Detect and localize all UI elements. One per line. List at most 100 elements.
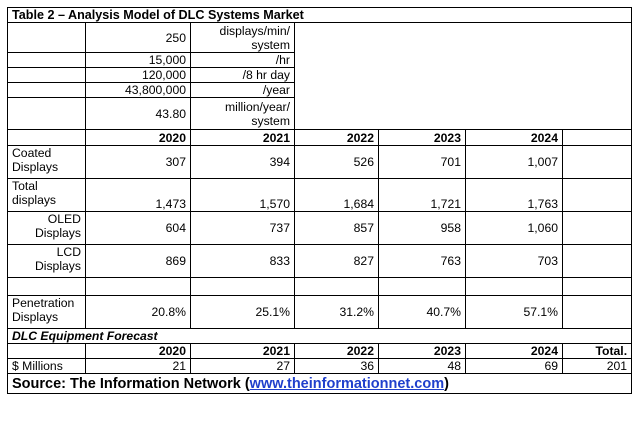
row-label: OLED Displays — [7, 211, 86, 245]
forecast-year: 2023 — [378, 343, 466, 359]
empty-cell — [561, 244, 633, 278]
model-unit: /hr — [190, 52, 295, 68]
empty-cell — [190, 277, 295, 296]
model-value: 43.80 — [85, 97, 191, 130]
analysis-table-sheet: Table 2 – Analysis Model of DLC Systems … — [6, 7, 633, 425]
row-value: 857 — [294, 211, 379, 245]
year-header: 2020 — [85, 129, 191, 146]
source-suffix: ) — [444, 375, 449, 392]
forecast-heading: DLC Equipment Forecast — [6, 328, 633, 344]
model-unit: million/year/ system — [190, 97, 295, 130]
row-value: 604 — [85, 211, 191, 245]
empty-cell — [465, 277, 563, 296]
year-header: 2022 — [294, 129, 379, 146]
row-value: 307 — [85, 145, 191, 179]
table-title-row: Table 2 – Analysis Model of DLC Systems … — [6, 7, 633, 23]
empty-cell — [561, 178, 633, 212]
table-title: Table 2 – Analysis Model of DLC Systems … — [6, 7, 633, 23]
model-value: 15,000 — [85, 52, 191, 68]
year-header: 2021 — [190, 129, 295, 146]
row-label: Total displays — [7, 178, 86, 212]
model-unit: displays/min/ system — [190, 22, 295, 53]
model-unit: /year — [190, 82, 295, 98]
spacer-row — [7, 277, 633, 296]
empty-cell — [561, 145, 633, 179]
empty-cell — [7, 277, 86, 296]
row-value: 1,007 — [465, 145, 563, 179]
row-value: 25.1% — [190, 295, 295, 329]
forecast-value: 36 — [294, 358, 379, 374]
year-header-row: 2020 2021 2022 2023 2024 — [7, 129, 633, 146]
forecast-value: 21 — [85, 358, 191, 374]
forecast-heading-row: DLC Equipment Forecast — [6, 328, 633, 344]
row-value: 827 — [294, 244, 379, 278]
row-value: 57.1% — [465, 295, 563, 329]
empty-cell — [7, 82, 86, 98]
forecast-row: $ Millions 21 27 36 48 69 201 — [7, 358, 633, 374]
row-value: 1,570 — [190, 178, 295, 212]
source-prefix: Source: The Information Network ( — [12, 375, 250, 392]
empty-cell — [7, 97, 86, 130]
empty-cell — [7, 22, 86, 53]
row-value: 31.2% — [294, 295, 379, 329]
model-unit: /8 hr day — [190, 67, 295, 83]
empty-cell — [294, 277, 379, 296]
row-value: 1,763 — [465, 178, 563, 212]
empty-cell — [7, 129, 86, 146]
forecast-total: 201 — [561, 358, 633, 374]
source-link[interactable]: www.theinformationnet.com — [249, 375, 445, 392]
row-value: 20.8% — [85, 295, 191, 329]
row-value: 394 — [190, 145, 295, 179]
empty-cell — [7, 52, 86, 68]
table-row: Coated Displays 307 394 526 701 1,007 — [7, 145, 633, 179]
row-label: Penetration Displays — [7, 295, 86, 329]
row-value: 1,060 — [465, 211, 563, 245]
year-header: 2023 — [378, 129, 466, 146]
row-value: 1,684 — [294, 178, 379, 212]
forecast-value: 27 — [190, 358, 295, 374]
empty-cell — [561, 295, 633, 329]
model-row: 120,000 /8 hr day — [7, 67, 632, 83]
empty-cell — [378, 277, 466, 296]
forecast-year-row: 2020 2021 2022 2023 2024 Total. — [7, 343, 633, 359]
forecast-total-label: Total. — [561, 343, 633, 359]
model-value: 43,800,000 — [85, 82, 191, 98]
source-row: Source: The Information Network (www.the… — [6, 373, 633, 394]
empty-cell — [561, 129, 633, 146]
forecast-year: 2020 — [85, 343, 191, 359]
empty-cell — [561, 211, 633, 245]
empty-cell — [7, 343, 86, 359]
year-header: 2024 — [465, 129, 563, 146]
model-value: 250 — [85, 22, 191, 53]
empty-block — [293, 22, 633, 130]
row-value: 737 — [190, 211, 295, 245]
source-note: Source: The Information Network (www.the… — [6, 373, 633, 394]
forecast-value: 69 — [465, 358, 563, 374]
row-value: 869 — [85, 244, 191, 278]
forecast-year: 2022 — [294, 343, 379, 359]
model-row: 250 displays/min/ system — [7, 22, 633, 130]
forecast-year: 2024 — [465, 343, 563, 359]
empty-cell — [85, 277, 191, 296]
row-value: 958 — [378, 211, 466, 245]
row-value: 1,473 — [85, 178, 191, 212]
empty-cell — [7, 67, 86, 83]
row-value: 40.7% — [378, 295, 466, 329]
table-row: OLED Displays 604 737 857 958 1,060 — [7, 211, 633, 245]
forecast-value: 48 — [378, 358, 466, 374]
empty-cell — [561, 277, 633, 296]
forecast-row-label: $ Millions — [7, 358, 86, 374]
forecast-year: 2021 — [190, 343, 295, 359]
row-value: 526 — [294, 145, 379, 179]
model-row: 43,800,000 /year — [7, 82, 632, 98]
model-row: 15,000 /hr — [7, 52, 632, 68]
row-value: 763 — [378, 244, 466, 278]
row-value: 1,721 — [378, 178, 466, 212]
model-value: 120,000 — [85, 67, 191, 83]
row-value: 833 — [190, 244, 295, 278]
dlc-market-table: Table 2 – Analysis Model of DLC Systems … — [6, 7, 633, 394]
table-row: LCD Displays 869 833 827 763 703 — [7, 244, 633, 278]
row-value: 703 — [465, 244, 563, 278]
row-label: Coated Displays — [7, 145, 86, 179]
row-label: LCD Displays — [7, 244, 86, 278]
